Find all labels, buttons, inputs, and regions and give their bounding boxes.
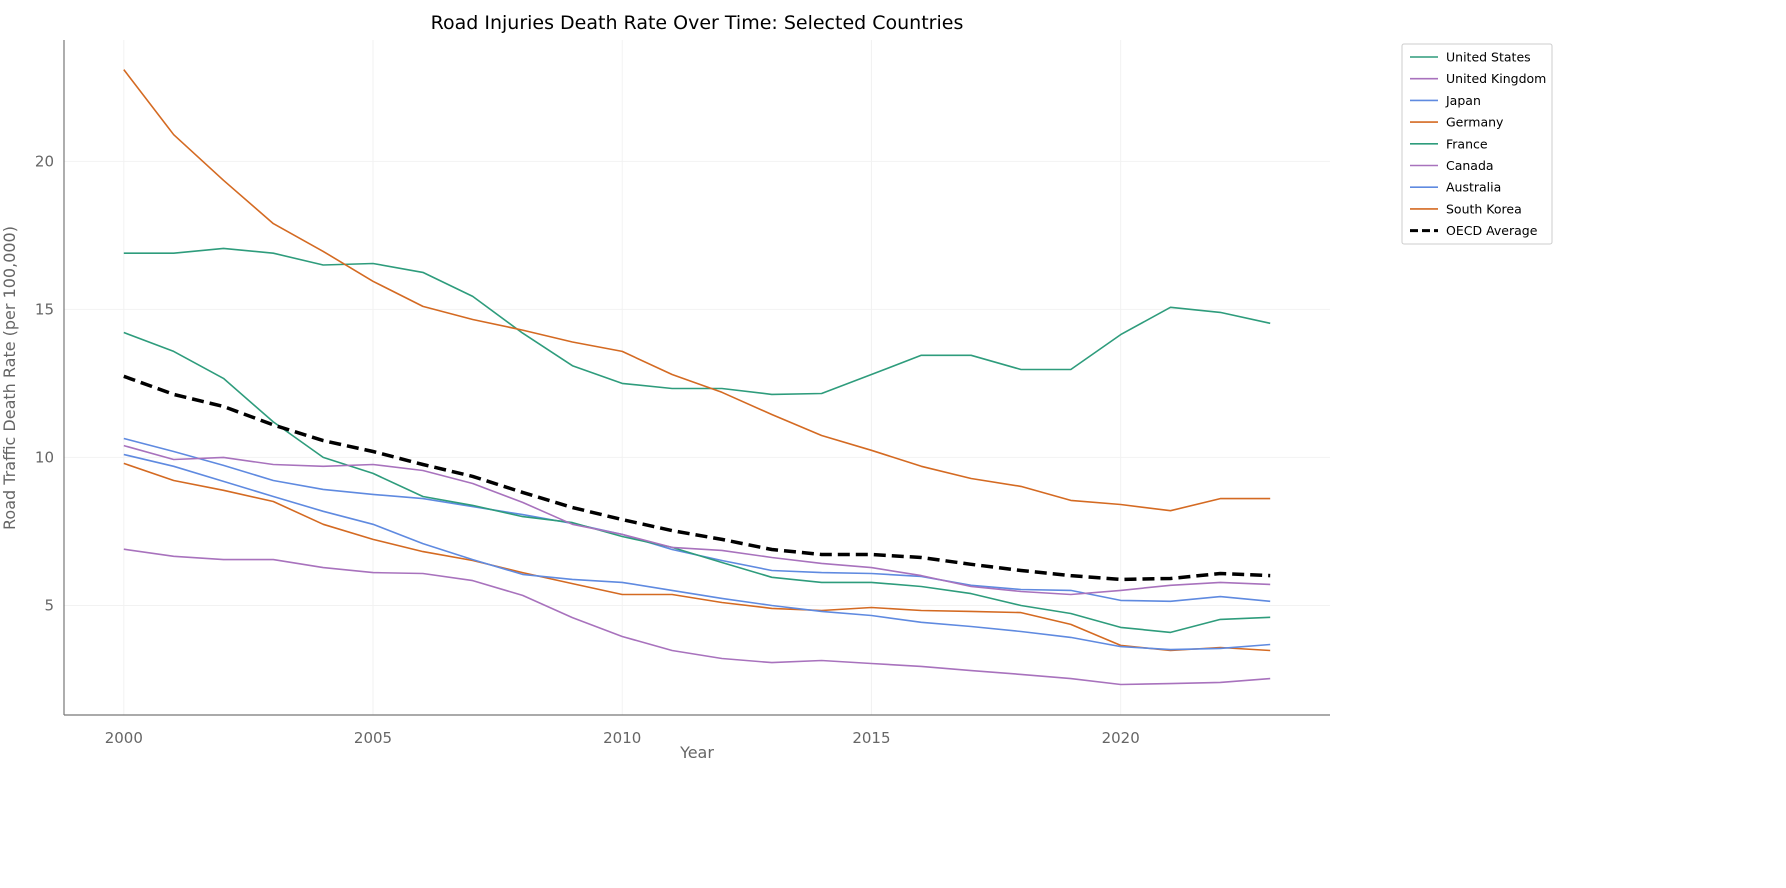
series-line-canada [123, 444, 1271, 596]
tick-labels: 2000 2005 2010 2015 2020 5 10 15 20 [35, 152, 1140, 747]
axes [63, 40, 1330, 716]
y-tick-label: 20 [35, 152, 54, 170]
legend-label: OECD Average [1446, 223, 1538, 238]
legend-label: Japan [1445, 93, 1481, 108]
x-tick-label: 2010 [603, 729, 641, 747]
series-line-oecd-average [123, 374, 1271, 582]
series-line-united-kingdom [123, 548, 1271, 686]
legend-label: France [1446, 136, 1488, 151]
legend: United States United Kingdom Japan Germany F… [1401, 43, 1553, 245]
legend-label: United States [1446, 50, 1531, 65]
series-line-france [123, 331, 1271, 634]
series-line-united-states [123, 247, 1271, 396]
grid [64, 40, 1330, 715]
y-axis-label: Road Traffic Death Rate (per 100,000) [0, 226, 19, 530]
legend-box [1401, 43, 1553, 245]
legend-label: South Korea [1446, 201, 1522, 216]
y-tick-label: 15 [35, 300, 54, 318]
legend-label: United Kingdom [1446, 71, 1546, 86]
series-line-south-korea [123, 69, 1271, 512]
x-tick-label: 2020 [1102, 729, 1140, 747]
y-tick-label: 5 [44, 596, 54, 614]
series-lines [123, 69, 1271, 686]
chart-title: Road Injuries Death Rate Over Time: Sele… [431, 12, 964, 34]
y-tick-label: 10 [35, 448, 54, 466]
x-tick-label: 2000 [105, 729, 143, 747]
legend-label: Canada [1446, 158, 1494, 173]
x-tick-label: 2015 [852, 729, 890, 747]
legend-label: Germany [1446, 115, 1504, 130]
x-tick-label: 2005 [354, 729, 392, 747]
series-line-australia [123, 453, 1271, 651]
series-line-germany [123, 462, 1271, 652]
legend-label: Australia [1446, 180, 1501, 195]
x-axis-label: Year [679, 743, 714, 762]
